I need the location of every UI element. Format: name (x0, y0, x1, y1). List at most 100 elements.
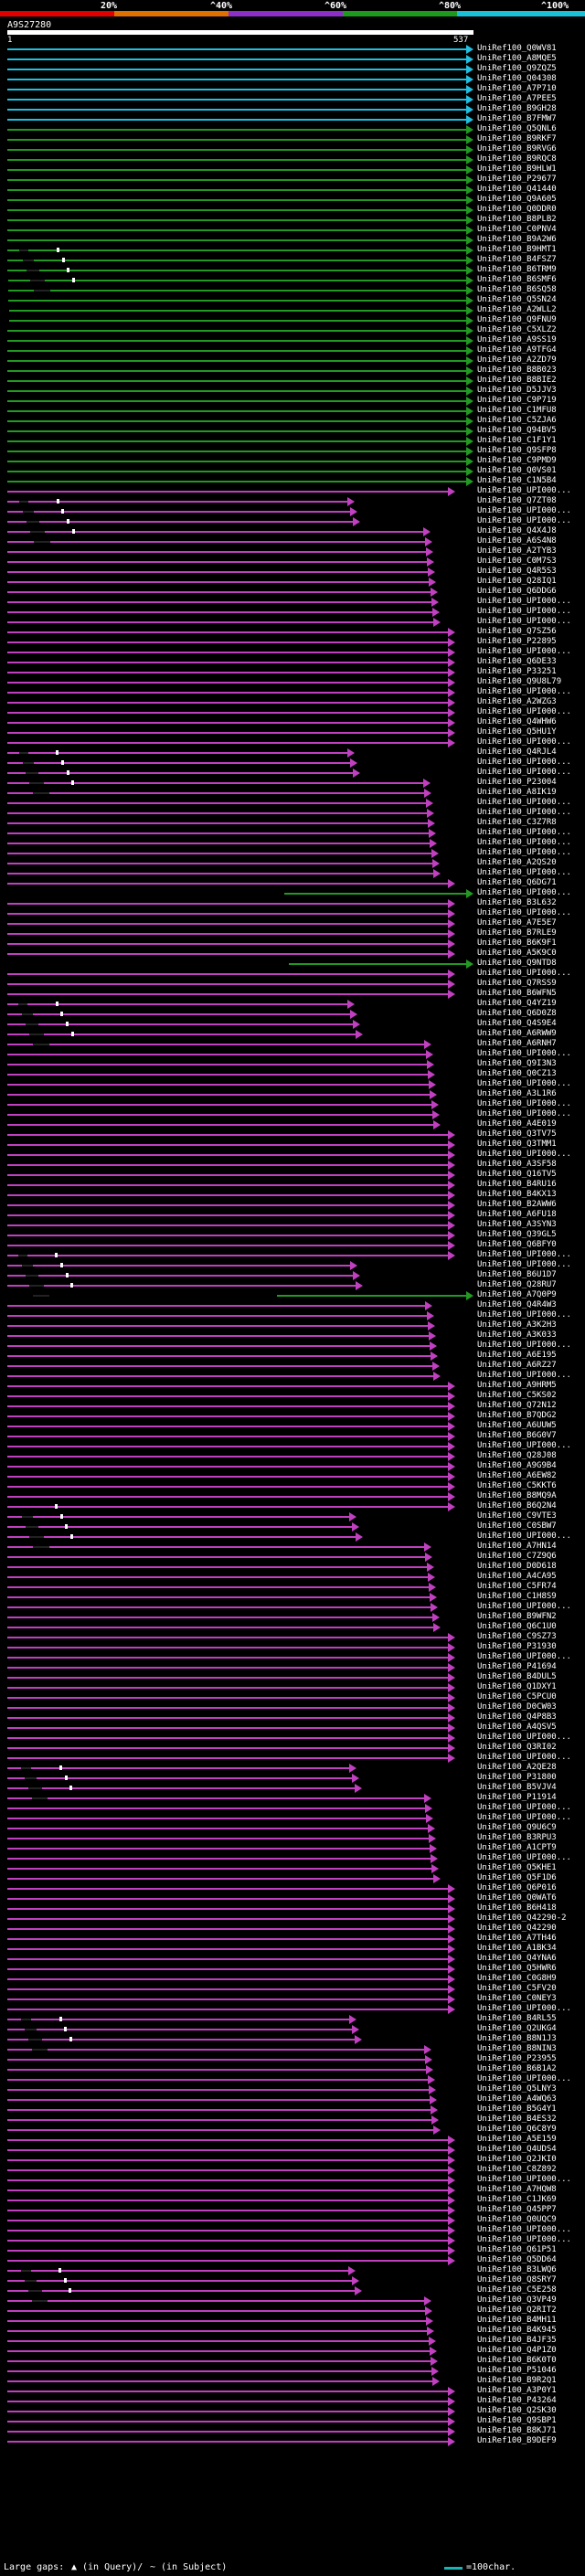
hit-row[interactable]: UniRef100_A9HRM5 (0, 1381, 585, 1391)
hit-label[interactable]: UniRef100_A3L1R6 (477, 1089, 557, 1098)
hit-row[interactable]: UniRef100_B4DUL5 (0, 1672, 585, 1682)
hit-label[interactable]: UniRef100_Q5HU1Y (477, 727, 557, 737)
hit-label[interactable]: UniRef100_B8N1J3 (477, 2034, 557, 2043)
hit-label[interactable]: UniRef100_UPI000... (477, 1441, 571, 1450)
hit-row[interactable]: UniRef100_UPI000... (0, 1250, 585, 1260)
hit-label[interactable]: UniRef100_C5PCU0 (477, 1692, 557, 1701)
hit-row[interactable]: UniRef100_UPI000... (0, 2004, 585, 2014)
hit-label[interactable]: UniRef100_Q9I3N3 (477, 1059, 557, 1068)
hit-label[interactable]: UniRef100_A9HRM5 (477, 1381, 557, 1390)
hit-label[interactable]: UniRef100_C0PNV4 (477, 225, 557, 234)
hit-label[interactable]: UniRef100_B6WFN5 (477, 989, 557, 998)
hit-row[interactable]: UniRef100_Q4P8B3 (0, 1712, 585, 1723)
hit-row[interactable]: UniRef100_Q16TV5 (0, 1170, 585, 1180)
hit-label[interactable]: UniRef100_Q28IQ1 (477, 577, 557, 586)
hit-label[interactable]: UniRef100_B7QDG2 (477, 1411, 557, 1420)
hit-row[interactable]: UniRef100_B4RU16 (0, 1180, 585, 1190)
hit-label[interactable]: UniRef100_UPI000... (477, 828, 571, 837)
hit-label[interactable]: UniRef100_Q4X4J8 (477, 526, 557, 535)
hit-row[interactable]: UniRef100_Q7ZT08 (0, 496, 585, 506)
hit-label[interactable]: UniRef100_B9R2Q1 (477, 2376, 557, 2385)
hit-row[interactable]: UniRef100_B4ES32 (0, 2115, 585, 2125)
hit-row[interactable]: UniRef100_Q4P1Z0 (0, 2346, 585, 2356)
hit-label[interactable]: UniRef100_Q42290-2 (477, 1913, 567, 1923)
hit-label[interactable]: UniRef100_B6SMF6 (477, 275, 557, 284)
hit-label[interactable]: UniRef100_UPI000... (477, 1371, 571, 1380)
hit-row[interactable]: UniRef100_B9RVG6 (0, 144, 585, 154)
hit-row[interactable]: UniRef100_A3SYN3 (0, 1220, 585, 1230)
hit-label[interactable]: UniRef100_P29677 (477, 175, 557, 184)
hit-row[interactable]: UniRef100_Q7RSS9 (0, 979, 585, 989)
hit-label[interactable]: UniRef100_UPI000... (477, 768, 571, 777)
hit-label[interactable]: UniRef100_B6H418 (477, 1903, 557, 1913)
hit-row[interactable]: UniRef100_Q3TV75 (0, 1129, 585, 1140)
hit-label[interactable]: UniRef100_C0M7S3 (477, 557, 557, 566)
hit-row[interactable]: UniRef100_UPI000... (0, 2074, 585, 2084)
hit-row[interactable]: UniRef100_UPI000... (0, 848, 585, 858)
hit-row[interactable]: UniRef100_UPI000... (0, 758, 585, 768)
hit-label[interactable]: UniRef100_B4MH11 (477, 2316, 557, 2325)
hit-row[interactable]: UniRef100_B9R2Q1 (0, 2376, 585, 2386)
hit-label[interactable]: UniRef100_UPI000... (477, 1260, 571, 1269)
hit-label[interactable]: UniRef100_A7PEE5 (477, 94, 557, 103)
hit-label[interactable]: UniRef100_P33251 (477, 667, 557, 676)
hit-label[interactable]: UniRef100_B9DEF9 (477, 2436, 557, 2445)
hit-row[interactable]: UniRef100_C9P719 (0, 396, 585, 406)
hit-row[interactable]: UniRef100_P43264 (0, 2396, 585, 2406)
hit-row[interactable]: UniRef100_B6K9F1 (0, 938, 585, 949)
hit-row[interactable]: UniRef100_Q28J08 (0, 1451, 585, 1461)
hit-row[interactable]: UniRef100_UPI000... (0, 888, 585, 898)
hit-row[interactable]: UniRef100_B8NIN3 (0, 2044, 585, 2054)
hit-label[interactable]: UniRef100_A4E019 (477, 1119, 557, 1129)
hit-label[interactable]: UniRef100_C1N5B4 (477, 476, 557, 485)
hit-label[interactable]: UniRef100_Q45PP7 (477, 2205, 557, 2214)
hit-row[interactable]: UniRef100_UPI000... (0, 1813, 585, 1823)
hit-row[interactable]: UniRef100_B5VJV4 (0, 1783, 585, 1793)
hit-label[interactable]: UniRef100_A6RWW9 (477, 1029, 557, 1038)
hit-label[interactable]: UniRef100_Q7RSS9 (477, 979, 557, 988)
hit-label[interactable]: UniRef100_B4JF35 (477, 2336, 557, 2345)
hit-row[interactable]: UniRef100_C0SBW7 (0, 1521, 585, 1532)
hit-label[interactable]: UniRef100_A2ZD79 (477, 355, 557, 365)
hit-label[interactable]: UniRef100_A2TYB3 (477, 546, 557, 556)
hit-label[interactable]: UniRef100_Q6DE33 (477, 657, 557, 666)
hit-label[interactable]: UniRef100_B9A2W6 (477, 235, 557, 244)
hit-label[interactable]: UniRef100_A3SF58 (477, 1160, 557, 1169)
hit-row[interactable]: UniRef100_A4QSV5 (0, 1723, 585, 1733)
hit-label[interactable]: UniRef100_Q6DDG6 (477, 587, 557, 596)
hit-label[interactable]: UniRef100_A6FU18 (477, 1210, 557, 1219)
hit-row[interactable]: UniRef100_C8Z892 (0, 2165, 585, 2175)
hit-row[interactable]: UniRef100_UPI000... (0, 607, 585, 617)
hit-row[interactable]: UniRef100_A2ZD79 (0, 355, 585, 366)
hit-label[interactable]: UniRef100_UPI000... (477, 2074, 571, 2083)
hit-label[interactable]: UniRef100_B3LWQ6 (477, 2265, 557, 2274)
hit-label[interactable]: UniRef100_A7E5E7 (477, 918, 557, 928)
hit-label[interactable]: UniRef100_A6S4N8 (477, 536, 557, 546)
hit-row[interactable]: UniRef100_B3L632 (0, 898, 585, 908)
hit-label[interactable]: UniRef100_Q4YZ19 (477, 999, 557, 1008)
hit-label[interactable]: UniRef100_C0SBW7 (477, 1521, 557, 1531)
hit-row[interactable]: UniRef100_B6U1D7 (0, 1270, 585, 1280)
hit-row[interactable]: UniRef100_C5FV20 (0, 1984, 585, 1994)
hit-label[interactable]: UniRef100_A1CPT9 (477, 1843, 557, 1852)
hit-label[interactable]: UniRef100_UPI000... (477, 707, 571, 716)
hit-row[interactable]: UniRef100_C0NEY3 (0, 1994, 585, 2004)
hit-label[interactable]: UniRef100_P41694 (477, 1662, 557, 1671)
hit-row[interactable]: UniRef100_A3SF58 (0, 1160, 585, 1170)
hit-label[interactable]: UniRef100_B4DUL5 (477, 1672, 557, 1681)
hit-label[interactable]: UniRef100_UPI000... (477, 1602, 571, 1611)
hit-row[interactable]: UniRef100_B8MQ9A (0, 1491, 585, 1501)
hit-row[interactable]: UniRef100_B3LWQ6 (0, 2265, 585, 2275)
hit-label[interactable]: UniRef100_Q0UQC9 (477, 2215, 557, 2224)
hit-row[interactable]: UniRef100_C1F1Y1 (0, 436, 585, 446)
hit-row[interactable]: UniRef100_Q8SRY7 (0, 2275, 585, 2285)
hit-label[interactable]: UniRef100_UPI000... (477, 1532, 571, 1541)
hit-row[interactable]: UniRef100_Q9U8L79 (0, 677, 585, 687)
hit-row[interactable]: UniRef100_Q0WV81 (0, 44, 585, 54)
hit-row[interactable]: UniRef100_B7FMW7 (0, 114, 585, 124)
hit-row[interactable]: UniRef100_Q6DG71 (0, 878, 585, 888)
hit-label[interactable]: UniRef100_Q9A605 (477, 195, 557, 204)
hit-row[interactable]: UniRef100_UPI000... (0, 737, 585, 747)
hit-label[interactable]: UniRef100_Q9NTD8 (477, 959, 557, 968)
hit-row[interactable]: UniRef100_UPI000... (0, 1371, 585, 1381)
